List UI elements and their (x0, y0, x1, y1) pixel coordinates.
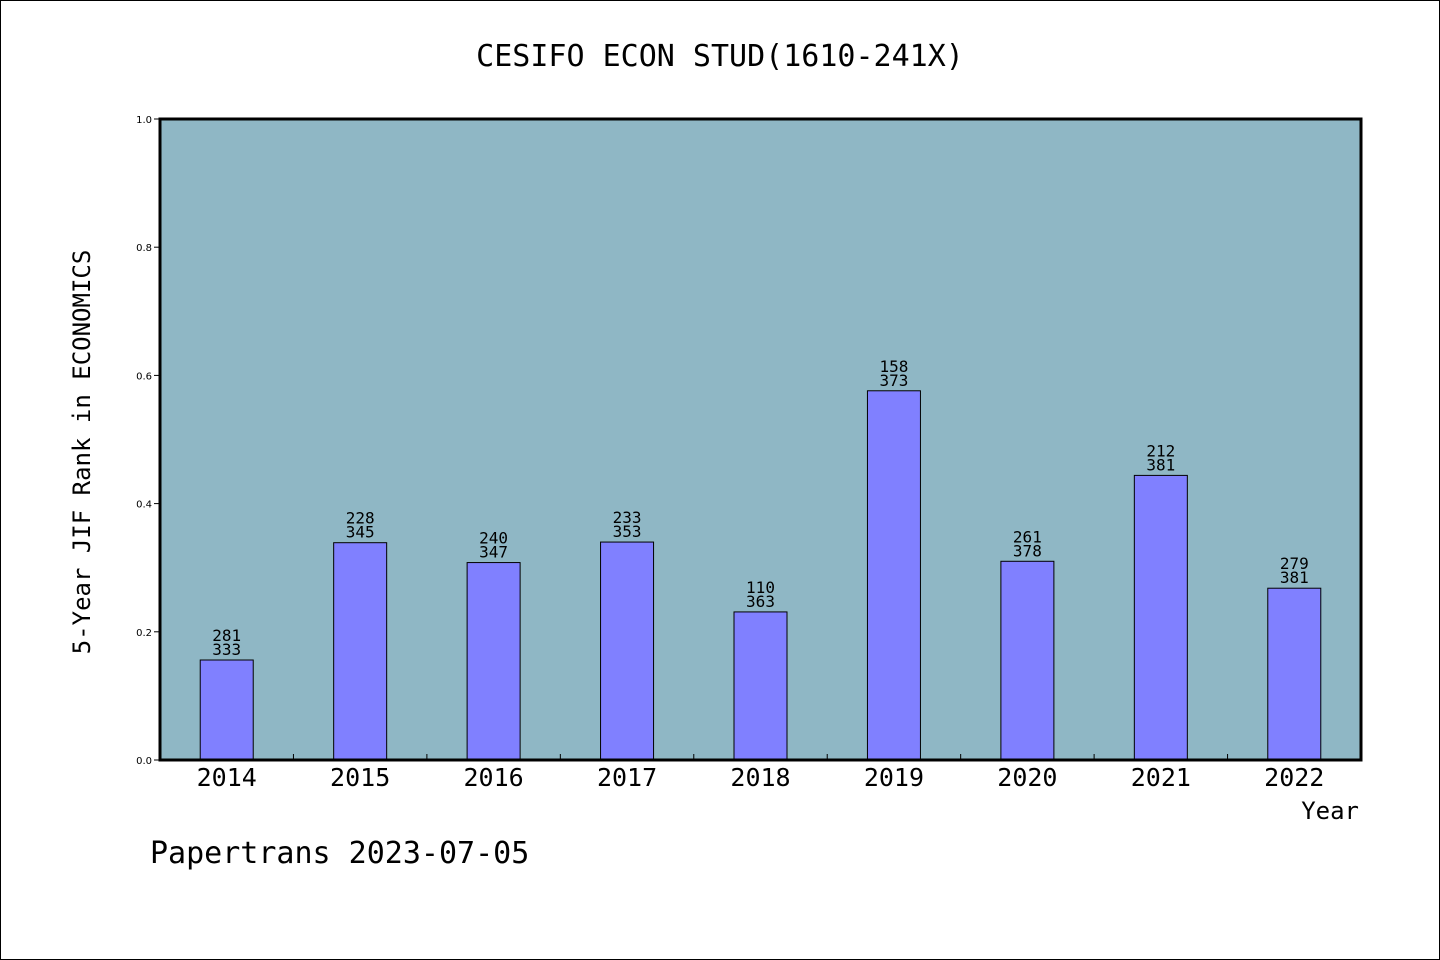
chart-title: CESIFO ECON STUD(1610-241X) (476, 39, 964, 74)
bar-rank-label: 240 (479, 529, 508, 548)
y-axis: 0.0 0.2 0.4 0.6 0.8 1.0 (136, 115, 160, 767)
bar-rank-label: 228 (346, 509, 375, 528)
bar-total-label: 333 (212, 640, 241, 659)
x-tick-label: 2022 (1264, 763, 1324, 792)
x-axis-label: Year (1301, 797, 1359, 825)
bar-total-label: 363 (746, 592, 775, 611)
x-tick-label: 2020 (997, 763, 1057, 792)
bar-2017 (600, 541, 655, 761)
bar-rank-label: 212 (1146, 441, 1175, 460)
bar-2018 (733, 611, 788, 761)
bar-total-label: 381 (1146, 455, 1175, 474)
bar-total-label: 373 (879, 371, 908, 390)
plot-border (158, 117, 1363, 762)
bar-rank-label: 110 (746, 578, 775, 597)
y-tick-label: 0.6 (136, 371, 152, 382)
footer-credit: Papertrans 2023-07-05 (150, 836, 529, 871)
bar-2019 (866, 390, 921, 761)
bar-rank-label: 279 (1280, 554, 1309, 573)
bar-2016 (466, 562, 521, 761)
x-tick-label: 2015 (330, 763, 390, 792)
x-tick-label: 2019 (864, 763, 924, 792)
bar-total-label: 353 (613, 522, 642, 541)
bar-2021 (1133, 474, 1188, 761)
bar-2022 (1267, 587, 1322, 761)
bar-total-label: 381 (1280, 568, 1309, 587)
x-tick-label: 2014 (197, 763, 257, 792)
bar-rank-label: 233 (613, 508, 642, 527)
y-tick-label: 1.0 (136, 115, 152, 126)
y-tick-label: 0.0 (136, 756, 152, 767)
x-tick-label: 2017 (597, 763, 657, 792)
bar-total-label: 345 (346, 523, 375, 542)
bar-total-label: 378 (1013, 541, 1042, 560)
bar-rank-label: 261 (1013, 527, 1042, 546)
bar-2015 (333, 542, 388, 761)
x-axis: 2014 2015 2016 2017 2018 2019 2020 2021 2022 (197, 754, 1324, 792)
y-tick-label: 0.8 (136, 243, 152, 254)
bar-2020 (1000, 560, 1055, 761)
y-tick-label: 0.2 (136, 628, 152, 639)
bar-rank-label: 281 (212, 626, 241, 645)
x-tick-label: 2016 (464, 763, 524, 792)
x-tick-label: 2021 (1131, 763, 1191, 792)
y-axis-label: 5-Year JIF Rank in ECONOMICS (68, 250, 96, 655)
x-tick-label: 2018 (730, 763, 790, 792)
bar-rank-label: 158 (879, 357, 908, 376)
bar-total-label: 347 (479, 543, 508, 562)
bar-2014 (199, 659, 254, 761)
y-tick-label: 0.4 (136, 500, 152, 511)
